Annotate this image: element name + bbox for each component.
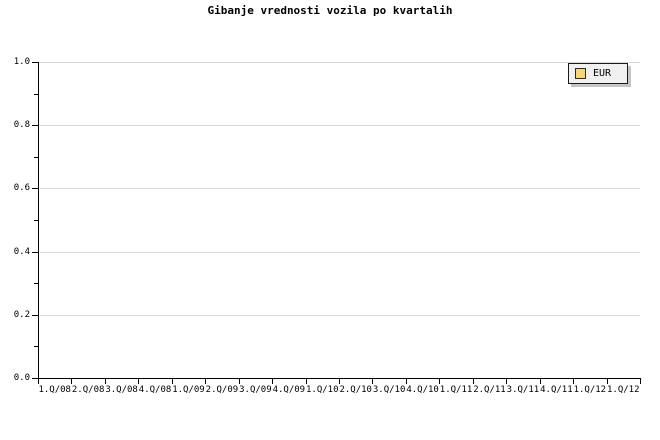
y-axis-tick-label-text: 0.8 <box>13 120 30 131</box>
gridline <box>38 125 640 127</box>
x-axis-line <box>38 378 641 379</box>
x-axis-tick-label: 2.Q/10 <box>339 385 372 395</box>
x-axis-tick-label: 1.Q/11 <box>439 385 473 395</box>
y-axis-tick-label-text: 1.0 <box>13 57 30 67</box>
chart-legend[interactable]: EUR <box>568 63 628 84</box>
x-axis-tick <box>71 379 72 384</box>
x-axis-tick <box>473 379 474 384</box>
x-axis-tick <box>573 379 574 384</box>
y-axis-tick-label-text: 0.0 <box>13 373 30 383</box>
gridline <box>38 62 640 63</box>
legend-entry-eur[interactable]: EUR <box>569 64 627 83</box>
y-axis-tick-label: 0.8 <box>0 120 30 130</box>
x-axis-tick-label: 3.Q/11 <box>506 385 540 395</box>
x-axis-tick <box>272 379 273 384</box>
x-axis-tick-label: 2.Q/09 <box>205 385 239 395</box>
y-axis-tick <box>32 62 38 63</box>
y-axis-tick <box>32 314 38 316</box>
y-axis-tick-label: 0.2 <box>0 310 30 320</box>
gridline <box>38 251 640 253</box>
y-axis-tick <box>32 378 38 379</box>
x-axis-tick-label: 2.Q/11 <box>473 385 506 395</box>
x-axis-tick <box>205 379 206 384</box>
y-axis-minor-tick <box>34 220 38 221</box>
x-axis-tick-label: 4.Q/08 <box>138 385 172 395</box>
y-axis-minor-tick <box>34 93 38 95</box>
x-axis-tick-label: 4.Q/11 <box>540 385 573 395</box>
y-axis-minor-tick <box>34 283 38 285</box>
x-axis-tick-label: 1.Q/10 <box>306 385 339 395</box>
y-axis-tick-label-text: 0.2 <box>13 309 30 320</box>
x-axis-tick <box>506 379 507 384</box>
x-axis-tick-label: 1.Q/08 <box>38 385 71 395</box>
x-axis-tick <box>640 379 641 384</box>
x-axis-tick <box>439 379 440 384</box>
gridline <box>38 188 640 190</box>
legend-color-swatch-icon <box>575 68 586 79</box>
y-axis-tick-label: 1.0 <box>0 57 30 67</box>
x-axis-tick-label: 1.Q/09 <box>172 385 205 395</box>
x-axis-tick <box>105 379 106 384</box>
y-axis-tick-label-text: 0.4 <box>13 246 30 257</box>
x-axis-tick <box>172 379 173 384</box>
y-axis-minor-tick <box>34 156 38 158</box>
x-axis-tick-label: 4.Q/10 <box>406 385 439 395</box>
x-axis-tick <box>306 379 307 384</box>
x-axis-tick <box>607 379 608 384</box>
y-axis-tick-label-text: 0.6 <box>13 183 30 194</box>
x-axis-tick-label: 3.Q/10 <box>372 385 406 395</box>
y-axis-tick-label: 0.6 <box>0 183 30 193</box>
x-axis-tick <box>138 379 139 384</box>
x-axis-tick <box>239 379 240 384</box>
x-axis-tick-label: 4.Q/09 <box>272 385 306 395</box>
x-axis-tick-label: 1.Q/12 <box>573 385 607 395</box>
gridline <box>38 314 640 316</box>
x-axis-tick-label: 3.Q/09 <box>239 385 272 395</box>
plot-area <box>38 62 640 378</box>
x-axis-tick <box>406 379 407 384</box>
x-axis-tick <box>540 379 541 384</box>
y-axis-tick <box>32 125 38 127</box>
x-axis-tick <box>339 379 340 384</box>
y-axis-line <box>38 62 39 379</box>
y-axis-minor-tick <box>34 346 38 348</box>
x-axis-tick-label: 1.Q/12 <box>607 385 640 395</box>
y-axis-tick <box>32 188 38 190</box>
chart-title: Gibanje vrednosti vozila po kvartalih <box>207 4 453 17</box>
x-axis-tick <box>38 379 39 384</box>
x-axis-tick-label: 2.Q/08 <box>71 385 105 395</box>
y-axis-tick-label: 0.4 <box>0 247 30 257</box>
x-axis-tick-label: 3.Q/08 <box>105 385 138 395</box>
y-axis-tick <box>32 251 38 253</box>
x-axis-tick <box>372 379 373 384</box>
legend-entry-label: EUR <box>593 68 612 79</box>
y-axis-tick-label: 0.0 <box>0 373 30 383</box>
